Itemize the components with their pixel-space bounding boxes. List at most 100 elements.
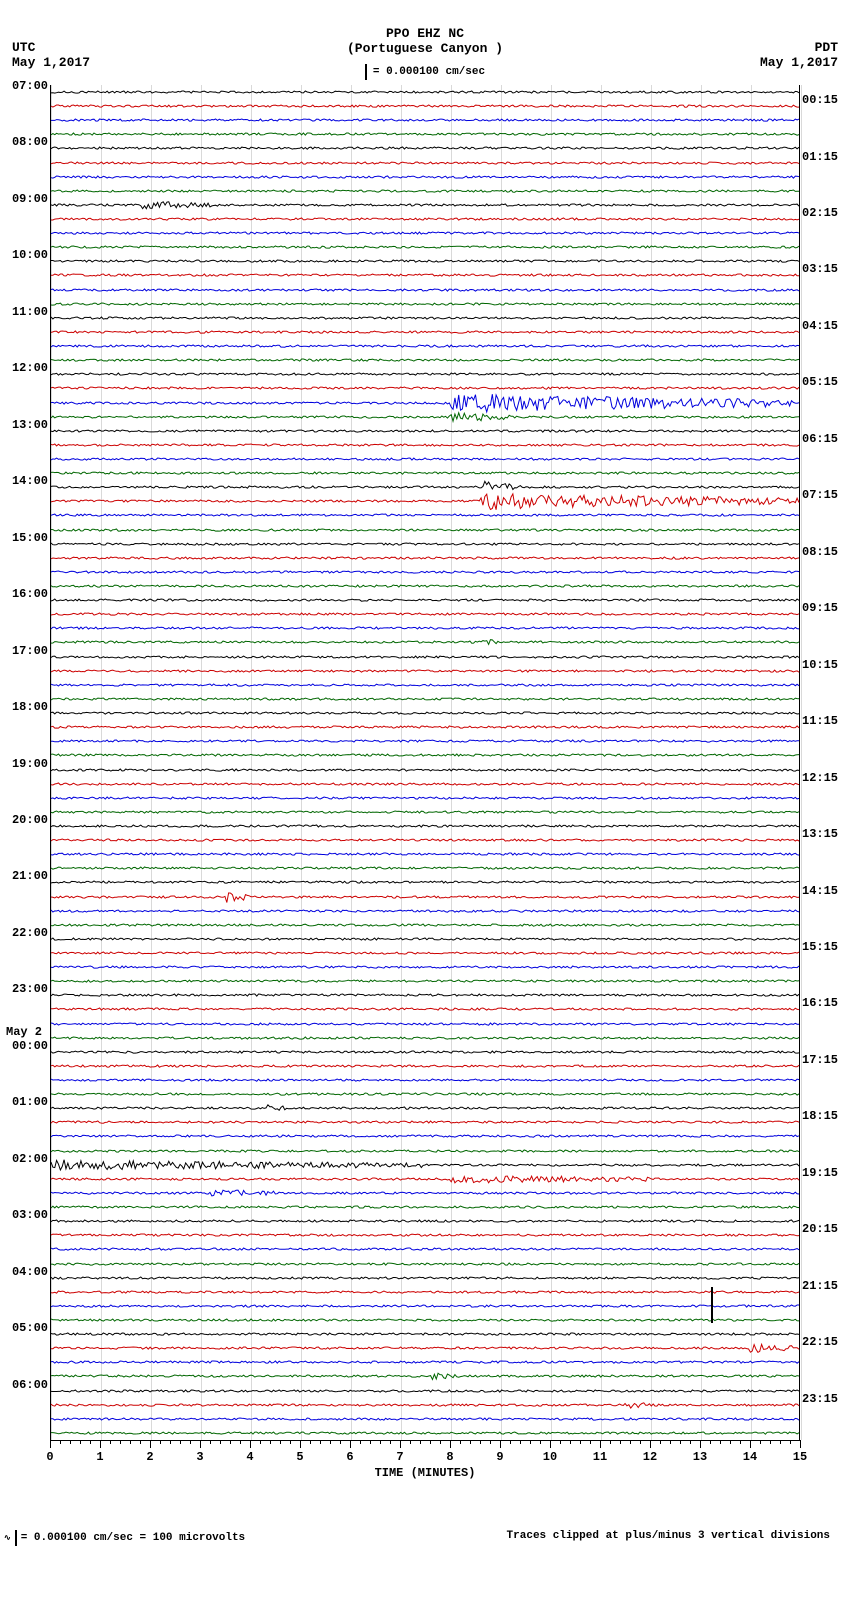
trace-row xyxy=(51,226,799,240)
tz-right-date: May 1,2017 xyxy=(760,55,838,70)
trace-row xyxy=(51,1228,799,1242)
x-tick-minor xyxy=(320,1440,321,1444)
trace-row xyxy=(51,1313,799,1327)
trace-row xyxy=(51,127,799,141)
x-tick xyxy=(300,1440,301,1448)
trace-row xyxy=(51,748,799,762)
pdt-time-label: 23:15 xyxy=(802,1392,844,1406)
trace-row xyxy=(51,156,799,170)
x-tick-minor xyxy=(580,1440,581,1444)
trace-row xyxy=(51,1144,799,1158)
x-tick-minor xyxy=(730,1440,731,1444)
trace-row xyxy=(51,650,799,664)
trace-row xyxy=(51,1384,799,1398)
x-tick xyxy=(250,1440,251,1448)
trace-row xyxy=(51,1059,799,1073)
trace-row xyxy=(51,508,799,522)
trace-row xyxy=(51,1129,799,1143)
pdt-time-label: 08:15 xyxy=(802,545,844,559)
x-tick-minor xyxy=(490,1440,491,1444)
x-tick-minor xyxy=(310,1440,311,1444)
trace-row xyxy=(51,466,799,480)
footer-left: ∿ = 0.000100 cm/sec = 100 microvolts xyxy=(4,1530,245,1546)
trace-row xyxy=(51,113,799,127)
x-tick-minor xyxy=(740,1440,741,1444)
x-tick-minor xyxy=(420,1440,421,1444)
x-tick xyxy=(100,1440,101,1448)
trace-row xyxy=(51,184,799,198)
trace-row xyxy=(51,254,799,268)
x-tick-minor xyxy=(590,1440,591,1444)
x-tick xyxy=(150,1440,151,1448)
trace-row xyxy=(51,311,799,325)
trace-row xyxy=(51,452,799,466)
trace-row xyxy=(51,268,799,282)
scale-bar-icon xyxy=(365,64,367,80)
gridline xyxy=(801,85,802,1440)
x-tick-label: 9 xyxy=(496,1450,503,1464)
x-tick xyxy=(800,1440,801,1448)
utc-time-label: 12:00 xyxy=(6,361,48,375)
x-tick-minor xyxy=(670,1440,671,1444)
station-title: PPO EHZ NC xyxy=(0,26,850,41)
x-tick-minor xyxy=(240,1440,241,1444)
x-tick-minor xyxy=(690,1440,691,1444)
trace-row xyxy=(51,283,799,297)
x-tick-label: 12 xyxy=(643,1450,657,1464)
x-tick-label: 1 xyxy=(96,1450,103,1464)
x-axis: TIME (MINUTES) 0123456789101112131415 xyxy=(50,1440,800,1480)
x-tick-minor xyxy=(280,1440,281,1444)
pdt-time-label: 19:15 xyxy=(802,1166,844,1180)
x-tick-minor xyxy=(110,1440,111,1444)
x-tick-minor xyxy=(340,1440,341,1444)
trace-row xyxy=(51,988,799,1002)
x-tick-minor xyxy=(140,1440,141,1444)
x-tick-label: 15 xyxy=(793,1450,807,1464)
trace-row xyxy=(51,240,799,254)
trace-row xyxy=(51,1369,799,1383)
x-tick xyxy=(550,1440,551,1448)
x-tick-minor xyxy=(640,1440,641,1444)
pdt-time-label: 00:15 xyxy=(802,93,844,107)
trace-row xyxy=(51,141,799,155)
trace-row xyxy=(51,847,799,861)
trace-row xyxy=(51,1115,799,1129)
pdt-time-label: 11:15 xyxy=(802,714,844,728)
x-tick-minor xyxy=(480,1440,481,1444)
seismogram-container: PPO EHZ NC (Portuguese Canyon ) = 0.0001… xyxy=(0,0,850,1613)
pdt-time-label: 13:15 xyxy=(802,827,844,841)
x-tick-minor xyxy=(70,1440,71,1444)
trace-row xyxy=(51,706,799,720)
trace-row xyxy=(51,819,799,833)
x-tick-label: 13 xyxy=(693,1450,707,1464)
x-tick xyxy=(500,1440,501,1448)
x-tick-minor xyxy=(330,1440,331,1444)
trace-row xyxy=(51,593,799,607)
station-subtitle: (Portuguese Canyon ) xyxy=(0,41,850,56)
trace-row xyxy=(51,1341,799,1355)
x-tick-label: 7 xyxy=(396,1450,403,1464)
trace-row xyxy=(51,424,799,438)
x-tick-minor xyxy=(160,1440,161,1444)
pdt-time-label: 15:15 xyxy=(802,940,844,954)
trace-row xyxy=(51,85,799,99)
utc-time-label: 21:00 xyxy=(6,869,48,883)
utc-time-label: 16:00 xyxy=(6,587,48,601)
utc-time-label: 05:00 xyxy=(6,1321,48,1335)
trace-row xyxy=(51,1355,799,1369)
trace-row xyxy=(51,339,799,353)
x-tick-minor xyxy=(410,1440,411,1444)
trace-row xyxy=(51,367,799,381)
x-tick-label: 6 xyxy=(346,1450,353,1464)
x-tick xyxy=(750,1440,751,1448)
timezone-right: PDT May 1,2017 xyxy=(760,40,838,70)
pdt-time-label: 01:15 xyxy=(802,150,844,164)
x-tick-minor xyxy=(770,1440,771,1444)
trace-row xyxy=(51,692,799,706)
utc-time-label: 18:00 xyxy=(6,700,48,714)
x-tick-minor xyxy=(60,1440,61,1444)
x-tick-label: 4 xyxy=(246,1450,253,1464)
trace-row xyxy=(51,1200,799,1214)
utc-time-label: 15:00 xyxy=(6,531,48,545)
trace-row xyxy=(51,325,799,339)
